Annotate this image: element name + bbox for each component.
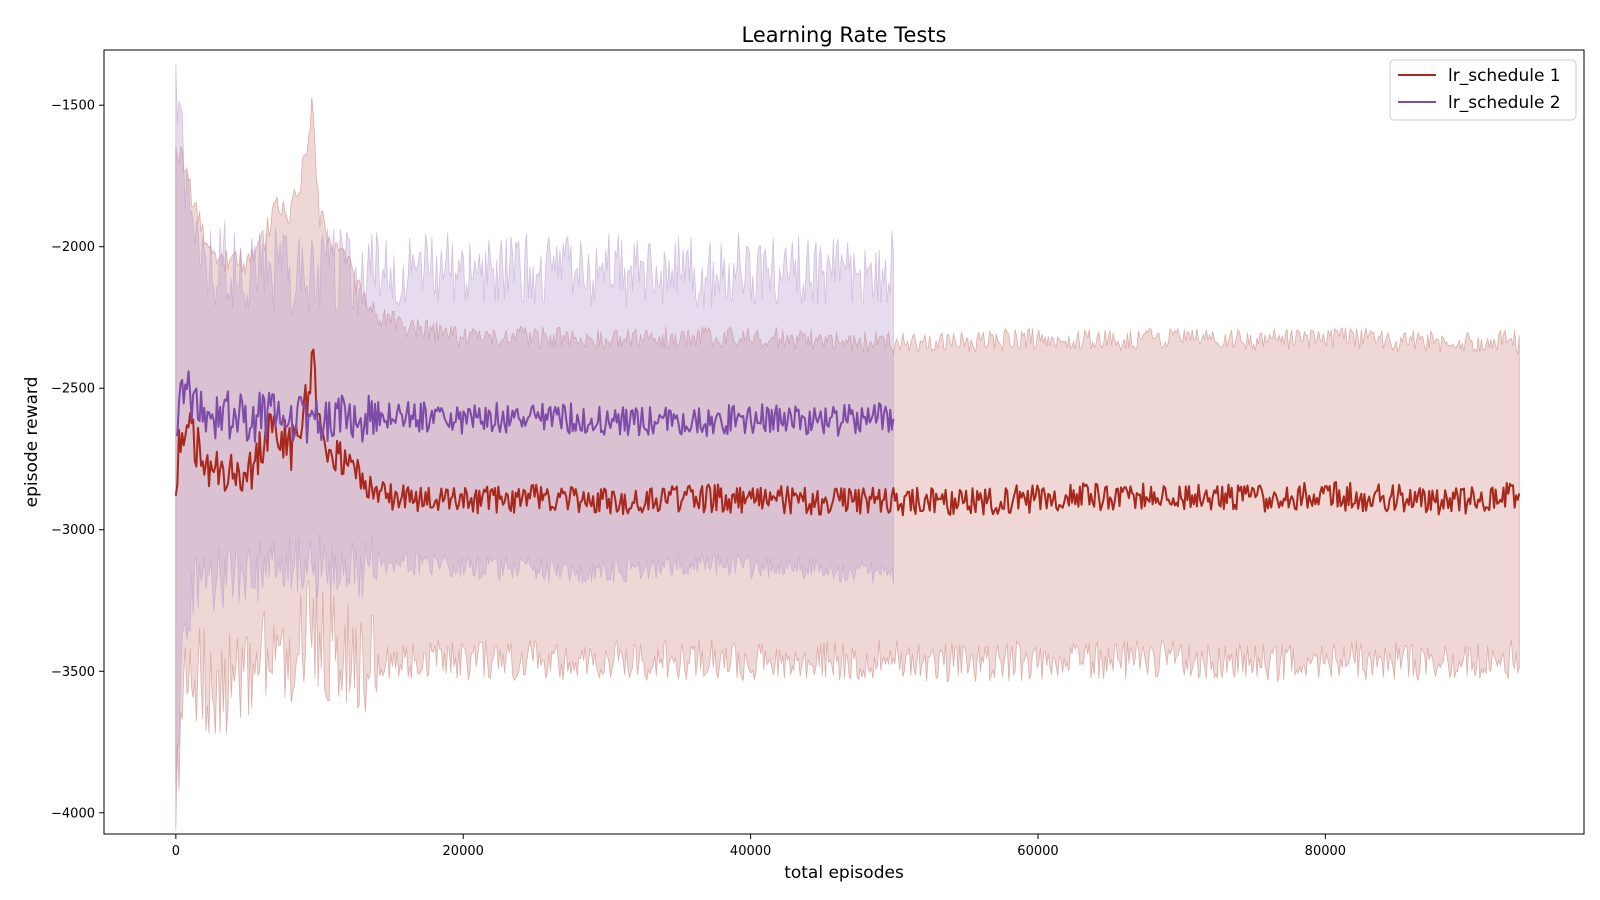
x-tick-label: 60000 [1017,844,1058,859]
x-axis-ticks: 0 20000 40000 60000 80000 [172,834,1346,859]
x-axis-label: total episodes [784,863,904,883]
y-axis-ticks: −1500 −2000 −2500 −3000 −3500 −4000 [51,99,104,821]
series-line-2 [175,370,895,444]
series-lines [174,348,1521,517]
confidence-bands [175,63,1520,831]
confidence-band-2 [175,63,894,786]
x-tick-label: 20000 [443,844,484,859]
legend: lr_schedule 1 lr_schedule 2 [1389,59,1577,121]
y-tick-label: −2000 [51,240,95,255]
y-axis-label: episode reward [22,377,42,508]
y-tick-label: −2500 [51,382,95,397]
legend-box [1389,59,1577,121]
x-tick-label: 0 [172,844,180,859]
y-tick-label: −3500 [51,665,95,680]
x-tick-label: 40000 [730,844,771,859]
y-tick-label: −4000 [51,806,95,821]
chart-title: Learning Rate Tests [742,23,947,47]
x-tick-label: 80000 [1305,844,1346,859]
legend-label-lr-schedule-2: lr_schedule 2 [1448,93,1561,113]
series-line-1 [174,348,1521,517]
y-tick-label: −3000 [51,523,95,538]
y-tick-label: −1500 [51,99,95,114]
plot-frame [103,49,1585,835]
confidence-band-1 [175,97,1520,831]
legend-label-lr-schedule-1: lr_schedule 1 [1448,66,1561,86]
